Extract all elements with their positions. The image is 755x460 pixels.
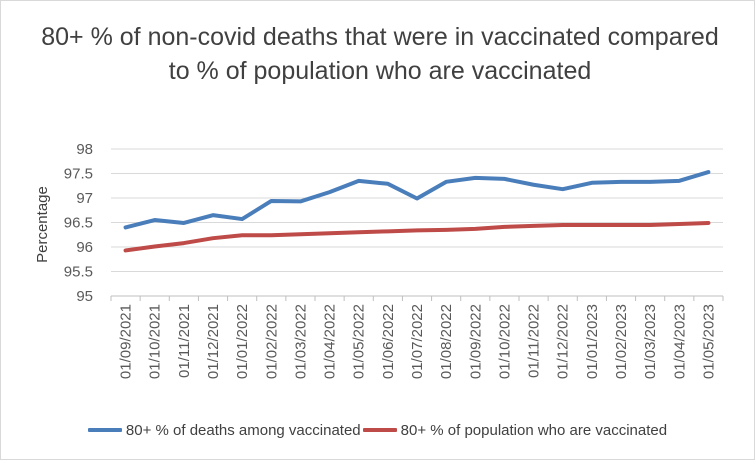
x-axis bbox=[110, 295, 724, 301]
x-tick-label: 01/02/2023 bbox=[613, 304, 630, 379]
y-tick-label: 97.5 bbox=[64, 166, 93, 183]
y-tick-label: 95.5 bbox=[64, 264, 93, 281]
legend-swatch-blue bbox=[87, 428, 122, 432]
x-tick-label: 01/09/2021 bbox=[118, 304, 135, 379]
x-tick-label: 01/05/2022 bbox=[351, 304, 368, 379]
x-tick-label: 01/11/2022 bbox=[526, 304, 543, 378]
x-tick-label: 01/09/2022 bbox=[467, 304, 484, 379]
x-tick-label: 01/10/2022 bbox=[496, 304, 513, 379]
x-tick-label: 01/04/2022 bbox=[322, 304, 339, 379]
x-tick-label: 01/03/2022 bbox=[292, 304, 309, 379]
x-tick-label: 01/01/2022 bbox=[234, 304, 251, 379]
legend-label: 80+ % of population who are vaccinated bbox=[400, 421, 668, 439]
y-tick-label: 98 bbox=[76, 141, 93, 158]
y-tick-label: 96.5 bbox=[64, 215, 93, 232]
legend-item-population-vaccinated: 80+ % of population who are vaccinated bbox=[362, 421, 668, 439]
x-tick-label: 01/01/2023 bbox=[584, 304, 601, 379]
legend-label: 80+ % of deaths among vaccinated bbox=[125, 421, 361, 439]
y-axis-tick-labels: 95 95.5 96 96.5 97 97.5 98 bbox=[64, 141, 93, 305]
gridlines bbox=[111, 148, 723, 297]
x-tick-label: 01/08/2022 bbox=[438, 304, 455, 379]
x-tick-label: 01/11/2021 bbox=[176, 304, 193, 378]
x-tick-label: 01/10/2021 bbox=[147, 304, 164, 379]
x-tick-label: 01/05/2023 bbox=[700, 304, 717, 379]
x-axis-tick-labels: 01/09/2021 01/10/2021 01/11/2021 01/12/2021… bbox=[118, 304, 718, 379]
x-tick-label: 01/04/2023 bbox=[671, 304, 688, 379]
chart-title: 80+ % of non-covid deaths that were in v… bbox=[41, 23, 719, 85]
x-tick-label: 01/12/2022 bbox=[555, 304, 572, 379]
y-axis-label: Percentage bbox=[34, 186, 51, 263]
y-tick-label: 96 bbox=[76, 239, 93, 256]
legend-swatch-red bbox=[362, 428, 397, 432]
legend: 80+ % of deaths among vaccinated 80+ % o… bbox=[0, 419, 755, 441]
series-line-population-vaccinated bbox=[123, 220, 711, 253]
legend-item-deaths-vaccinated: 80+ % of deaths among vaccinated bbox=[87, 421, 361, 439]
series-lines bbox=[123, 170, 711, 253]
x-tick-label: 01/12/2021 bbox=[205, 304, 222, 379]
x-tick-label: 01/02/2022 bbox=[263, 304, 280, 379]
series-line-deaths-vaccinated bbox=[123, 170, 711, 230]
y-tick-label: 97 bbox=[76, 190, 93, 207]
x-tick-label: 01/07/2022 bbox=[409, 304, 426, 379]
y-tick-label: 95 bbox=[76, 288, 93, 305]
x-tick-label: 01/06/2022 bbox=[380, 304, 397, 379]
x-tick-label: 01/03/2023 bbox=[642, 304, 659, 379]
